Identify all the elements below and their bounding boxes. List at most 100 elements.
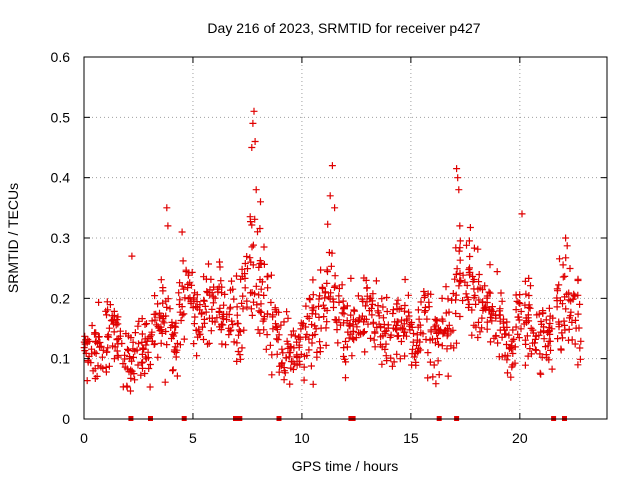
data-point (205, 260, 212, 268)
data-point (472, 300, 480, 308)
data-point (275, 368, 283, 376)
data-point (526, 345, 534, 353)
data-point (218, 340, 226, 348)
data-point (489, 308, 497, 315)
data-point (331, 272, 339, 280)
data-point (486, 261, 494, 269)
data-point (542, 316, 550, 324)
data-point (517, 325, 525, 333)
data-point (505, 331, 513, 339)
data-point (322, 341, 330, 349)
data-point (303, 331, 311, 338)
data-point (178, 282, 186, 290)
data-point (576, 300, 584, 308)
data-point (246, 213, 254, 221)
data-point (98, 353, 106, 361)
data-point (275, 331, 283, 339)
data-point (309, 380, 317, 388)
data-point (337, 321, 344, 329)
data-point (113, 347, 121, 355)
data-point (203, 288, 211, 295)
y-tick-label: 0.1 (51, 351, 71, 367)
y-axis: 0 0.1 0.2 0.3 0.4 0.5 0.6 (51, 49, 607, 427)
data-point (404, 291, 412, 299)
data-point (190, 340, 198, 348)
data-point (178, 228, 186, 236)
data-point (81, 332, 89, 340)
data-point (555, 318, 563, 326)
data-point (529, 326, 537, 334)
data-point (558, 329, 566, 337)
data-point (257, 259, 265, 267)
data-point (218, 283, 226, 291)
data-point (377, 333, 385, 341)
data-point (409, 338, 417, 346)
data-point (218, 321, 226, 329)
data-point (399, 324, 407, 332)
data-point (172, 323, 180, 331)
data-point (238, 272, 246, 280)
data-point (329, 295, 337, 303)
data-point (375, 320, 383, 328)
data-point (456, 277, 464, 285)
data-point (340, 303, 348, 311)
data-point (378, 295, 386, 303)
data-point (206, 291, 214, 299)
data-point (372, 277, 380, 285)
data-point (383, 308, 391, 315)
data-point (331, 204, 339, 212)
data-point (379, 303, 387, 311)
data-point (339, 297, 347, 305)
data-point (127, 366, 135, 374)
data-point (260, 291, 268, 299)
data-point (335, 298, 343, 306)
data-point (95, 333, 103, 341)
data-point (131, 376, 139, 384)
data-point (214, 285, 221, 293)
data-point (545, 356, 553, 364)
y-tick-label: 0 (62, 411, 70, 427)
data-point (106, 301, 114, 309)
data-point (320, 313, 328, 321)
data-point (571, 292, 579, 300)
data-point (103, 348, 111, 356)
data-point (175, 289, 183, 297)
data-point (237, 275, 245, 283)
data-point (243, 253, 251, 260)
data-point (286, 380, 294, 388)
data-point (204, 340, 211, 348)
data-point (221, 290, 229, 298)
data-point (468, 331, 476, 339)
data-point (93, 372, 101, 380)
data-point (234, 320, 242, 328)
data-point (335, 285, 343, 292)
data-point (157, 339, 165, 347)
data-point (452, 310, 460, 317)
data-point (312, 310, 320, 318)
data-point (263, 331, 271, 339)
data-point (459, 297, 467, 304)
data-point (559, 334, 566, 342)
data-point (317, 266, 325, 274)
data-point (498, 297, 506, 305)
data-point (257, 300, 265, 308)
data-point (451, 275, 459, 283)
data-point (455, 186, 463, 194)
data-point (157, 276, 165, 284)
data-point (130, 353, 137, 361)
y-tick-label: 0.6 (51, 49, 71, 65)
data-point (142, 341, 150, 349)
data-point (512, 323, 520, 331)
data-point (230, 295, 238, 303)
data-point (539, 309, 547, 317)
data-point (196, 301, 204, 309)
data-point (97, 342, 105, 350)
data-point (445, 321, 453, 329)
data-point (138, 359, 146, 367)
data-point (110, 307, 118, 315)
data-point (195, 331, 203, 339)
data-point (207, 275, 215, 283)
data-point (222, 341, 230, 349)
data-point (243, 303, 251, 311)
data-point (342, 358, 350, 366)
